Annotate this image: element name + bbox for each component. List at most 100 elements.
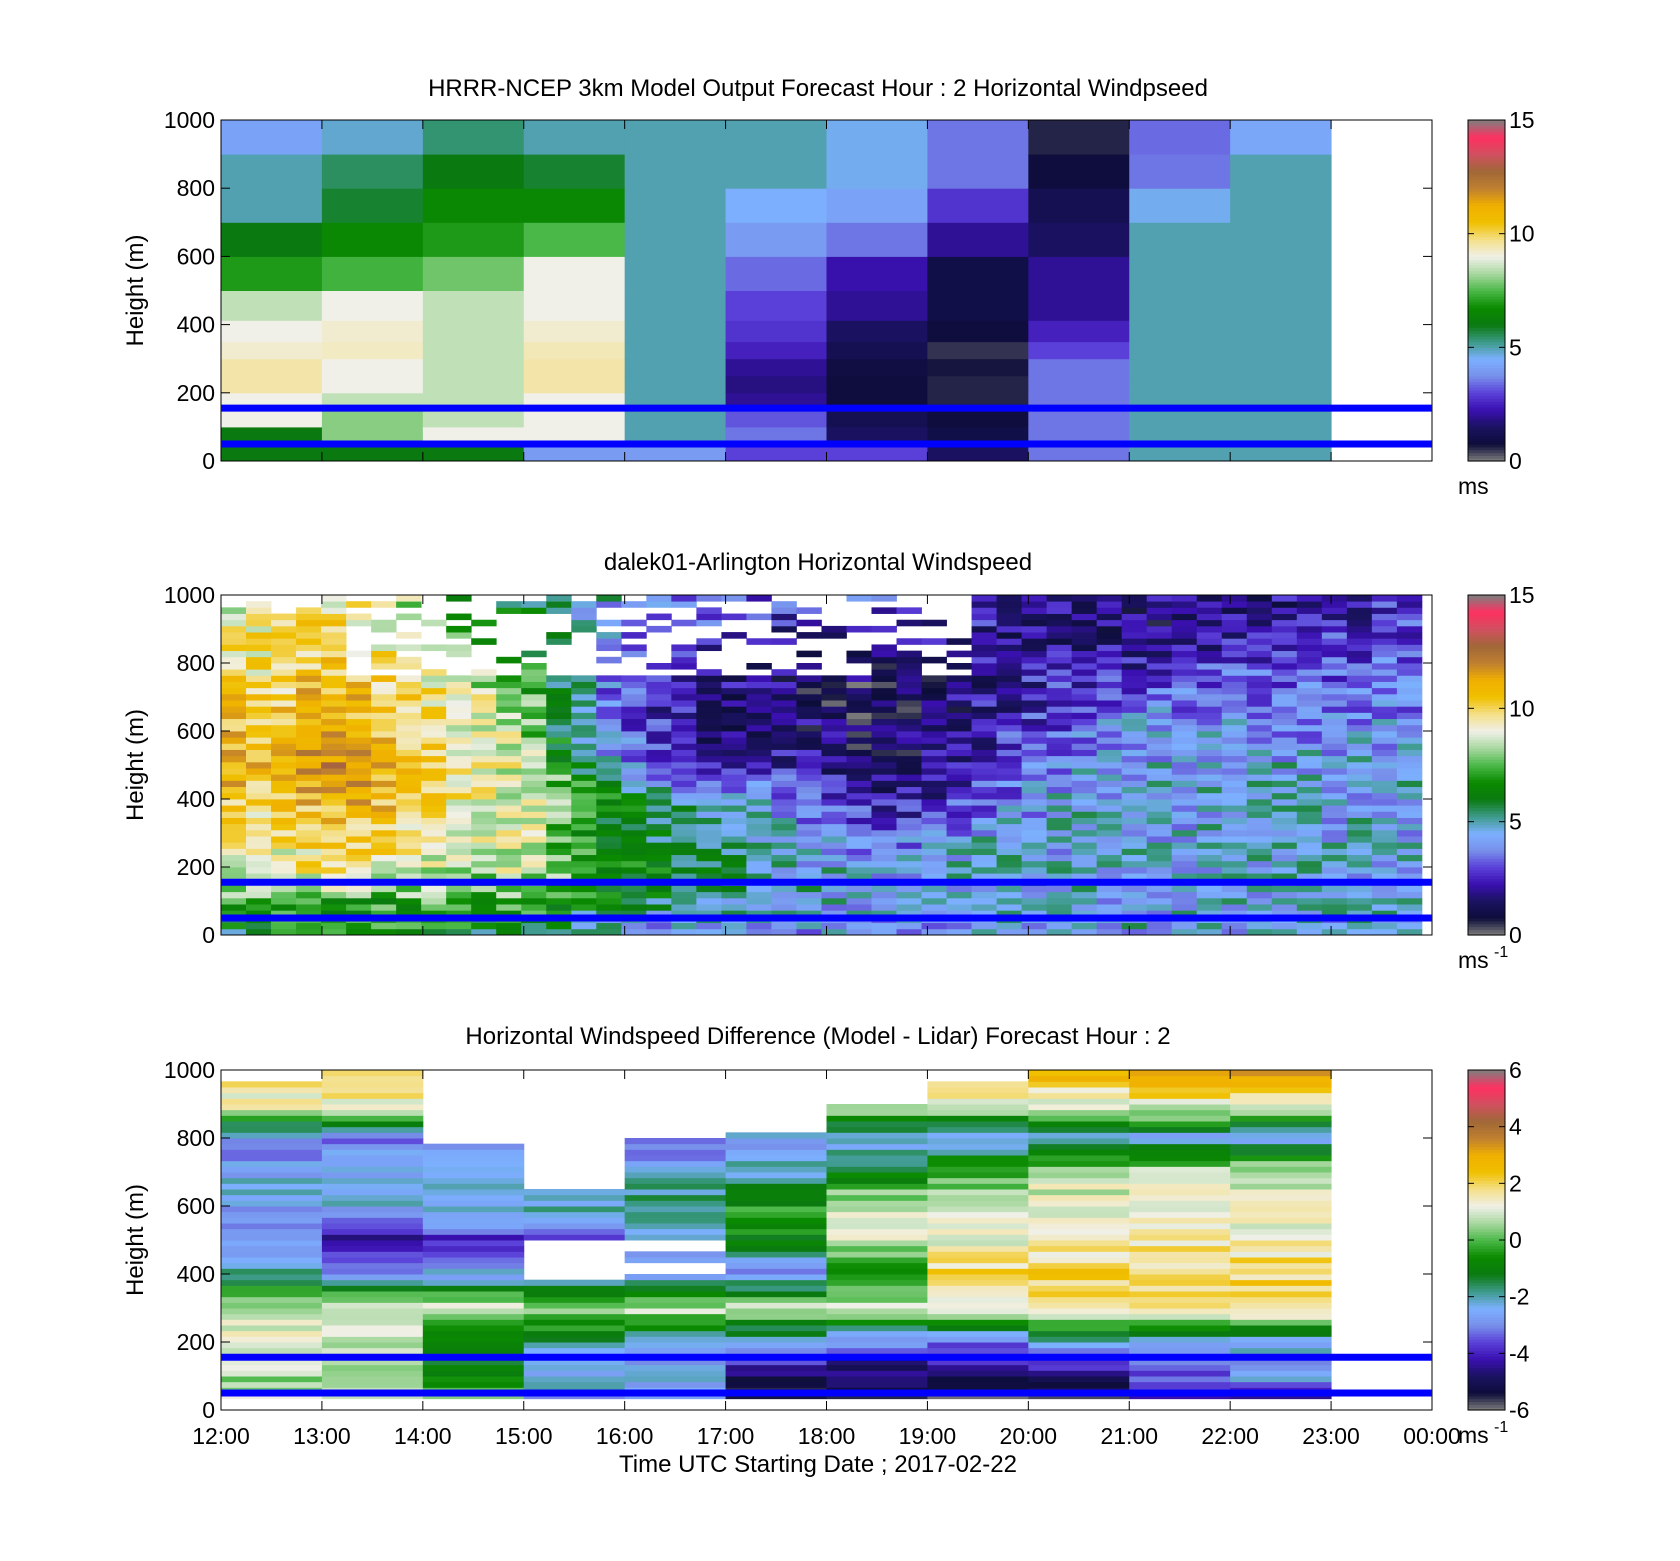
lidar-cell	[1046, 613, 1073, 621]
diff-cell	[321, 1075, 424, 1082]
colorbar-swatch	[1468, 852, 1505, 857]
lidar-cell	[621, 848, 647, 856]
diff-cell	[1129, 1126, 1231, 1133]
lidar-cell	[721, 910, 747, 917]
lidar-cell	[421, 860, 447, 868]
model-cell	[1129, 256, 1231, 291]
lidar-cell	[1396, 873, 1423, 880]
colorbar-swatch	[1468, 230, 1505, 235]
lidar-cell	[946, 755, 972, 763]
lidar-cell	[221, 805, 247, 812]
diff-cell	[321, 1081, 424, 1088]
lidar-cell	[1171, 619, 1198, 627]
lidar-cell	[246, 675, 272, 682]
lidar-cell	[596, 700, 622, 707]
lidar-cell	[246, 650, 272, 658]
diff-cell	[221, 1121, 323, 1128]
diff-cell	[422, 1370, 525, 1377]
lidar-cell	[1396, 693, 1423, 701]
lidar-cell	[471, 737, 497, 744]
lidar-cell	[1371, 607, 1398, 614]
lidar-cell	[871, 823, 897, 831]
diff-cell	[927, 1381, 1029, 1388]
colorbar-swatch	[1468, 344, 1505, 348]
model-cell	[221, 341, 323, 360]
lidar-cell	[996, 817, 1023, 825]
lidar-cell	[1196, 848, 1223, 856]
lidar-cell	[1096, 656, 1123, 664]
lidar-cell	[546, 595, 572, 602]
colorbar-swatch	[1468, 1112, 1505, 1116]
lidar-cell	[1121, 860, 1148, 868]
diff-cell	[422, 1217, 525, 1224]
lidar-cell	[1071, 897, 1098, 905]
lidar-cell	[571, 743, 597, 750]
lidar-cell	[246, 638, 272, 645]
diff-cell	[1230, 1075, 1332, 1082]
lidar-cell	[471, 867, 497, 874]
lidar-cell	[621, 786, 647, 794]
colorbar-swatch	[1468, 1293, 1505, 1298]
lidar-cell	[996, 613, 1023, 621]
lidar-cell	[921, 873, 947, 880]
lidar-cell	[996, 904, 1023, 911]
diff-cell	[221, 1132, 323, 1139]
lidar-cell	[1221, 891, 1248, 899]
lidar-cell	[1196, 625, 1223, 633]
lidar-cell	[1196, 632, 1223, 639]
lidar-cell	[946, 829, 972, 837]
diff-cell	[321, 1143, 424, 1150]
diff-cell	[1028, 1370, 1130, 1377]
lidar-cell	[1146, 922, 1173, 930]
lidar-cell	[246, 897, 272, 905]
lidar-cell	[996, 724, 1023, 732]
lidar-cell	[396, 811, 422, 818]
lidar-cell	[1346, 761, 1373, 769]
lidar-cell	[396, 768, 422, 775]
lidar-cell	[821, 836, 847, 843]
lidar-cell	[696, 743, 722, 750]
lidar-cell	[846, 755, 872, 763]
lidar-cell	[821, 743, 847, 750]
lidar-cell	[946, 817, 972, 825]
colorbar-swatch	[1468, 1191, 1505, 1196]
lidar-cell	[646, 786, 672, 794]
model-cell	[826, 375, 928, 394]
model-cell	[523, 443, 626, 462]
lidar-cell	[1096, 922, 1123, 930]
colorbar-swatch	[1468, 901, 1505, 905]
lidar-cell	[496, 823, 522, 831]
diff-cell	[1230, 1228, 1332, 1235]
lidar-cell	[1346, 823, 1373, 831]
lidar-cell	[971, 737, 997, 744]
lidar-cell	[1346, 749, 1373, 757]
colorbar-swatch	[1468, 1172, 1505, 1176]
diff-cell	[725, 1240, 827, 1247]
lidar-cell	[1071, 891, 1098, 899]
lidar-cell	[221, 706, 247, 713]
lidar-cell	[571, 700, 597, 707]
lidar-cell	[1096, 625, 1123, 633]
x-tick-label: 15:00	[495, 1423, 553, 1449]
lidar-cell	[571, 780, 597, 788]
lidar-cell	[471, 860, 497, 868]
diff-cell	[321, 1381, 424, 1388]
model-cell	[321, 341, 424, 360]
lidar-cell	[1271, 891, 1298, 899]
lidar-cell	[1246, 693, 1273, 701]
colorbar-swatch	[1468, 1257, 1505, 1261]
lidar-cell	[896, 619, 922, 627]
lidar-cell	[471, 749, 497, 757]
lidar-cell	[1221, 786, 1248, 794]
lidar-cell	[471, 780, 497, 788]
diff-cell	[523, 1325, 626, 1332]
diff-cell	[321, 1342, 424, 1349]
diff-cell	[1230, 1336, 1332, 1343]
lidar-cell	[696, 811, 722, 818]
diff-cell	[321, 1308, 424, 1315]
lidar-cell	[221, 829, 247, 837]
colorbar-swatch	[1468, 1387, 1505, 1391]
lidar-cell	[1296, 799, 1323, 806]
lidar-cell	[246, 768, 272, 775]
lidar-cell	[421, 799, 447, 806]
